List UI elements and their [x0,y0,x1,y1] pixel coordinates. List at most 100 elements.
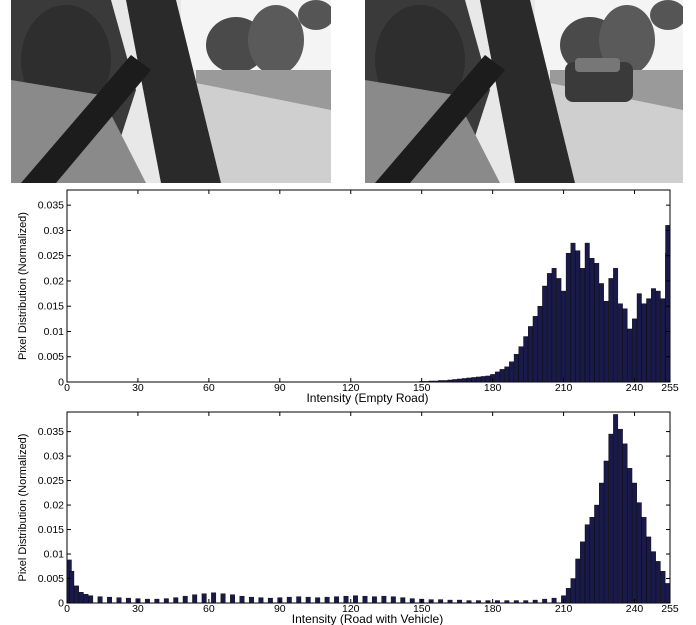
histogram-bar [249,596,254,604]
histogram-bar [286,596,292,604]
y-tick-label: 0.035 [38,426,64,438]
x-tick-label: 210 [555,603,573,615]
histogram-bar [144,598,150,604]
x-tick-label: 90 [274,382,286,394]
x-tick-label: 0 [64,382,70,394]
histogram-bar [509,361,515,383]
histogram-bar [632,318,637,383]
histogram-bar [646,536,652,604]
histogram-bar [589,517,595,604]
histogram-bar [409,598,415,604]
histogram-bar [267,597,273,604]
histogram-bar [636,502,642,604]
histogram-bar [447,379,453,383]
histogram-bar [617,303,623,383]
histogram-bar [651,288,656,383]
histogram-bar [126,597,131,604]
histogram-bar [485,375,491,383]
histogram-bar [651,551,656,604]
histogram-bar [485,600,491,604]
histogram-bar [565,588,571,604]
histogram-bar [424,381,429,383]
y-tick-label: 0.01 [44,326,65,338]
histogram-bar [353,595,358,604]
x-tick-label: 120 [342,382,360,394]
histogram-bar [499,369,505,383]
histogram-bar [622,308,628,383]
y-tick-label: 0.02 [44,500,65,512]
histogram-bar [334,596,340,604]
histogram-bar [598,482,604,604]
y-tick-label: 0.01 [44,549,65,561]
histogram-bar [594,504,600,604]
histogram-bar [513,600,519,604]
histogram-bar [580,268,585,383]
histogram-bar [589,258,595,383]
histogram-bar [622,443,628,604]
histogram-bar [239,595,245,604]
histogram-bar [107,596,113,604]
y-tick-label: 0.035 [38,200,64,212]
histogram-bar [603,460,609,604]
chart-empty-road: 0 30 60 90 120 150 180 210 240 255 0 0.005 0.01 0.015… [17,189,679,405]
histogram-bar [537,306,543,383]
histogram-bar [192,594,198,604]
histogram-bar [627,468,633,604]
histogram-bar [551,268,557,383]
x-tick-label: 255 [661,603,679,615]
histogram-bar [608,278,614,383]
x-tick-label: 150 [413,382,431,394]
x-tick-label: 120 [342,603,360,615]
histogram-bar [163,598,169,604]
histogram-bar [532,316,538,383]
histogram-bar [480,376,486,383]
histogram-bar [655,561,661,604]
histogram-bar [461,378,467,383]
histogram-bar [442,380,448,383]
photo-road-with-vehicle-graphic [365,0,683,183]
histogram-bar [632,482,637,604]
histogram-bar [504,366,510,383]
histogram-bar [428,599,434,604]
histogram-bar [565,252,571,383]
histogram-bar [457,378,462,383]
x-tick-label: 60 [203,382,215,394]
histogram-bar [665,583,671,604]
histogram-bar [324,596,330,604]
histogram-bar [655,290,661,383]
histogram-bar [438,380,444,383]
histogram-bar [575,558,581,604]
histogram-bar [603,300,609,383]
histogram-bar [201,593,207,604]
x-tick-label: 60 [203,603,215,615]
x-tick-label: 240 [626,382,644,394]
histogram-bar [598,283,604,383]
y-tick-label: 0 [58,598,64,610]
x-axis-label: Intensity (Empty Road) [306,391,428,405]
histogram-bar [494,600,500,604]
histogram-bar [476,376,481,383]
x-axis-label: Intensity (Road with Vehicle) [292,612,443,625]
histogram-bar [154,598,160,604]
y-tick-label: 0 [58,377,64,389]
y-tick-label: 0.005 [38,351,64,363]
histogram-bar [627,328,633,383]
histogram-bar [570,242,576,383]
histogram-bar [476,600,481,604]
x-tick-label: 210 [555,382,573,394]
histogram-bar [296,596,302,604]
histogram-bar [561,290,567,383]
histogram-bar [556,278,562,383]
histogram-bar [88,595,94,604]
x-tick-label: 180 [484,603,502,615]
histogram-bar [636,293,642,383]
y-tick-label: 0.015 [38,301,64,313]
plot-frame [66,411,671,604]
histogram-bar [660,570,666,604]
histogram-bar [575,250,581,383]
histogram-bar [433,380,439,383]
y-tick-label: 0.03 [44,225,65,237]
histogram-bar [584,524,590,604]
histogram-bar [518,346,524,383]
